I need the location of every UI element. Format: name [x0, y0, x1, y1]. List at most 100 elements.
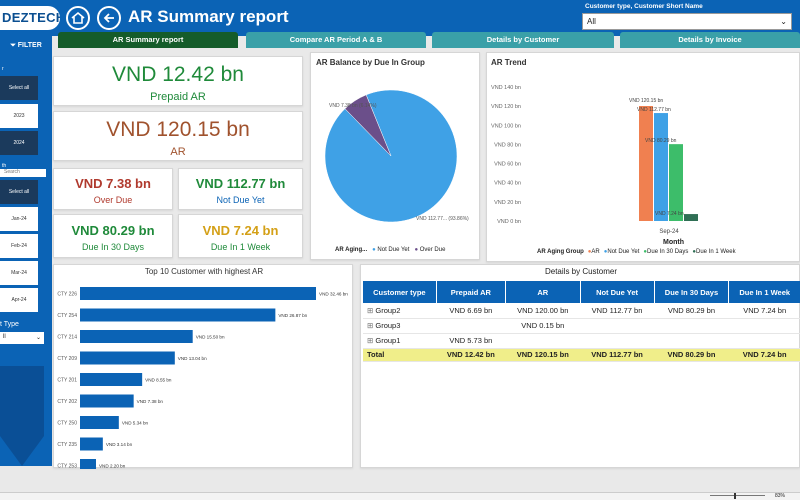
customer-slicer-label: Customer type, Customer Short Name	[585, 3, 703, 10]
top10-bar[interactable]	[80, 394, 134, 408]
top10-bar-chart: CTY 226 VND 32.46 bn CTY 254 VND 26.87 bn CT…	[57, 287, 348, 469]
customer-type-value: ll	[3, 334, 6, 340]
table-row[interactable]: ⊞ Group3 VND 0.15 bn	[363, 318, 800, 334]
back-arrow-icon	[103, 13, 114, 23]
kpi-not-due-yet: VND 112.77 bn Not Due Yet	[178, 168, 303, 210]
bar-value-label: VND 3.14 bn	[106, 442, 133, 447]
y-tick-label: VND 120 bn	[491, 104, 521, 110]
total-cell: Total	[363, 348, 437, 362]
expand-icon[interactable]: ⊞	[367, 321, 376, 330]
ar-trend-legend: AR Aging Group ●AR ●Not Due Yet ●Due In …	[537, 249, 736, 255]
pie-slice-not-due-yet[interactable]	[324, 89, 458, 223]
trend-data-label: VND 7.24 bn	[655, 211, 684, 217]
month-option-apr24[interactable]: Apr-24	[0, 288, 38, 312]
table-cell: VND 6.69 bn	[436, 303, 506, 319]
table-cell	[654, 318, 729, 334]
y-tick-label: VND 80 bn	[494, 142, 521, 148]
column-header[interactable]: AR	[505, 281, 581, 303]
ar-trend-panel: AR Trend VND 0 bn VND 20 bn VND 40 bn VND 6…	[486, 52, 800, 262]
x-tick-label: Sep-24	[659, 229, 679, 235]
column-header[interactable]: Due In 1 Week	[728, 281, 800, 303]
ar-trend-xlabel: Month	[663, 239, 684, 246]
legend-ar: ●AR	[587, 249, 600, 255]
tab-ar-summary[interactable]: AR Summary report	[58, 32, 238, 48]
top10-bar[interactable]	[80, 330, 193, 343]
year-option-2024[interactable]: 2024	[0, 131, 38, 155]
details-table: Customer type Prepaid AR AR Not Due Yet Due …	[363, 281, 800, 362]
cell-text: Group1	[375, 336, 401, 345]
kpi-over-due: VND 7.38 bn Over Due	[53, 168, 173, 210]
customer-slicer-dropdown[interactable]: All ⌄	[582, 13, 792, 30]
zoom-slider-thumb[interactable]	[734, 493, 736, 499]
table-cell	[580, 318, 655, 334]
customer-type-dropdown[interactable]: ll ⌄	[0, 332, 44, 344]
table-cell: ⊞ Group2	[363, 303, 437, 319]
zoom-slider[interactable]	[710, 495, 765, 496]
tab-compare-ar[interactable]: Compare AR Period A & B	[246, 32, 426, 48]
expand-icon[interactable]: ⊞	[367, 305, 376, 315]
company-logo: DEZTECH	[0, 6, 60, 30]
table-row[interactable]: ⊞ Group1 VND 5.73 bn	[363, 333, 800, 349]
kpi-due-1-week: VND 7.24 bn Due In 1 Week	[178, 214, 303, 258]
year-select-all[interactable]: Select all	[0, 76, 38, 100]
month-option-feb24[interactable]: Feb-24	[0, 234, 38, 258]
column-header[interactable]: Due In 30 Days	[654, 281, 730, 303]
back-button[interactable]	[97, 6, 121, 30]
top10-bar[interactable]	[80, 287, 316, 300]
category-label: CTY 235	[57, 442, 77, 448]
table-cell: VND 0.15 bn	[505, 318, 581, 334]
legend-not-due-yet: ●Not Due Yet	[603, 249, 640, 255]
top10-bar[interactable]	[80, 308, 276, 322]
table-row[interactable]: ⊞ Group2 VND 6.69 bn VND 120.00 bn VND 112.…	[363, 303, 800, 319]
y-tick-label: VND 100 bn	[491, 123, 521, 129]
table-cell: ⊞ Group1	[363, 333, 437, 349]
top10-bar[interactable]	[80, 351, 175, 365]
kpi-value: VND 120.15 bn	[106, 118, 250, 141]
y-tick-label: VND 140 bn	[491, 85, 521, 91]
month-select-all[interactable]: Select all	[0, 180, 38, 204]
column-header[interactable]: Not Due Yet	[580, 281, 655, 303]
total-cell: VND 12.42 bn	[436, 348, 506, 362]
table-cell	[436, 318, 506, 334]
tab-details-invoice[interactable]: Details by Invoice	[620, 32, 800, 48]
filter-sidebar: ⏷ FILTER r Select all 2023 2024 th Searc…	[0, 36, 52, 466]
top10-bar[interactable]	[80, 373, 143, 386]
table-cell	[728, 318, 800, 334]
year-label: r	[2, 66, 4, 72]
bar-value-label: VND 5.34 bn	[122, 421, 149, 426]
expand-icon[interactable]: ⊞	[367, 336, 376, 345]
kpi-label: Due In 1 Week	[210, 242, 271, 252]
category-label: CTY 214	[57, 335, 77, 341]
top10-bar[interactable]	[80, 416, 119, 429]
chevron-down-icon: ⌄	[35, 335, 41, 341]
top10-bar[interactable]	[80, 459, 96, 469]
bar-value-label: VND 13.04 bn	[178, 356, 207, 361]
legend-title: AR Aging Group	[537, 249, 584, 255]
trend-bar-due-in-1-week[interactable]	[684, 214, 698, 221]
column-header[interactable]: Prepaid AR	[436, 281, 507, 303]
bar-value-label: VND 15.50 bn	[196, 335, 225, 340]
pie-label-overdue: VND 7.38 bn (6.14%)	[329, 103, 377, 109]
trend-bar-due-in-30-days[interactable]	[669, 144, 683, 221]
ar-trend-chart: VND 0 bn VND 20 bn VND 40 bn VND 60 bn VND 8…	[491, 85, 698, 235]
kpi-label: Not Due Yet	[216, 195, 265, 205]
year-option-2023[interactable]: 2023	[0, 104, 38, 128]
category-label: CTY 201	[57, 378, 77, 384]
month-search-input[interactable]: Search	[0, 169, 46, 177]
table-cell: VND 5.73 bn	[436, 333, 506, 349]
month-option-mar24[interactable]: Mar-24	[0, 261, 38, 285]
pie-slice-over-due[interactable]	[344, 94, 392, 157]
column-header[interactable]: Customer type	[363, 281, 437, 303]
legend-over-due: ● Over Due	[414, 247, 446, 253]
home-button[interactable]	[66, 6, 90, 30]
table-cell	[654, 333, 729, 349]
trend-bar-ar[interactable]	[639, 105, 653, 221]
month-option-jan24[interactable]: Jan-24	[0, 207, 38, 231]
chevron-down-icon: ⌄	[780, 17, 787, 26]
kpi-value: VND 12.42 bn	[112, 63, 244, 86]
bar-value-label: VND 32.46 bn	[319, 292, 348, 297]
tab-details-customer[interactable]: Details by Customer	[432, 32, 614, 48]
top10-bar[interactable]	[80, 437, 103, 451]
trend-bar-not-due-yet[interactable]	[654, 113, 668, 221]
table-cell: VND 7.24 bn	[728, 303, 800, 319]
